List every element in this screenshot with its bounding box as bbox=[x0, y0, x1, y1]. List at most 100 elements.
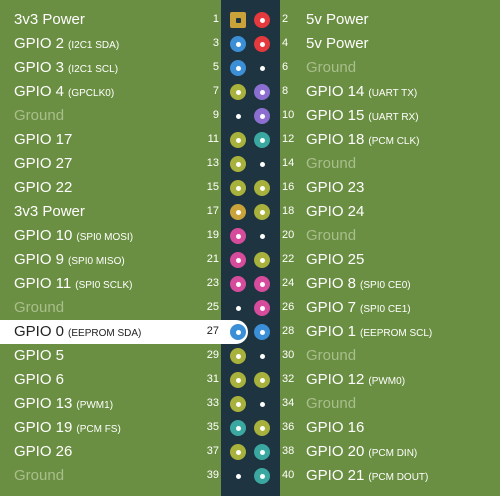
pin-3-icon[interactable] bbox=[230, 36, 246, 52]
pin-row-12[interactable]: GPIO 18 (PCM CLK) 12 bbox=[280, 128, 500, 152]
pin-row-4[interactable]: 5v Power 4 bbox=[280, 32, 500, 56]
pin-row-24[interactable]: GPIO 8 (SPI0 CE0) 24 bbox=[280, 272, 500, 296]
pin-17-icon[interactable] bbox=[230, 204, 246, 220]
pin-32-icon[interactable] bbox=[254, 372, 270, 388]
pin-row-27[interactable]: GPIO 0 (EEPROM SDA) 27 bbox=[0, 320, 248, 344]
pin-1-icon[interactable] bbox=[230, 12, 246, 28]
pin-29-icon[interactable] bbox=[230, 348, 246, 364]
pin-2-icon[interactable] bbox=[254, 12, 270, 28]
pin-name: GPIO 0 bbox=[14, 323, 65, 340]
pin-7-icon[interactable] bbox=[230, 84, 246, 100]
pin-row-1[interactable]: 3v3 Power 1 bbox=[0, 8, 221, 32]
pin-row-32[interactable]: GPIO 12 (PWM0) 32 bbox=[280, 368, 500, 392]
pin-row-39[interactable]: Ground 39 bbox=[0, 464, 221, 488]
pin-row-25[interactable]: Ground 25 bbox=[0, 296, 221, 320]
pin-10-icon[interactable] bbox=[254, 108, 270, 124]
pin-row-2[interactable]: 5v Power 2 bbox=[280, 8, 500, 32]
pin-6-icon[interactable] bbox=[254, 60, 270, 76]
pin-row-14[interactable]: Ground 14 bbox=[280, 152, 500, 176]
pin-number: 30 bbox=[282, 349, 295, 361]
pin-16-icon[interactable] bbox=[254, 180, 270, 196]
pin-row-36[interactable]: GPIO 16 36 bbox=[280, 416, 500, 440]
pin-number: 19 bbox=[206, 229, 219, 241]
pin-row-3[interactable]: GPIO 2 (I2C1 SDA) 3 bbox=[0, 32, 221, 56]
pin-row-35[interactable]: GPIO 19 (PCM FS) 35 bbox=[0, 416, 221, 440]
pin-row-30[interactable]: Ground 30 bbox=[280, 344, 500, 368]
pin-4-icon[interactable] bbox=[254, 36, 270, 52]
pin-row-20[interactable]: Ground 20 bbox=[280, 224, 500, 248]
pin-40-icon[interactable] bbox=[254, 468, 270, 484]
pin-34-icon[interactable] bbox=[254, 396, 270, 412]
pin-11-icon[interactable] bbox=[230, 132, 246, 148]
pin-name: GPIO 20 bbox=[306, 443, 365, 460]
pin-37-icon[interactable] bbox=[230, 444, 246, 460]
pin-number: 10 bbox=[282, 109, 295, 121]
pin-row-23[interactable]: GPIO 11 (SPI0 SCLK) 23 bbox=[0, 272, 221, 296]
pin-36-icon[interactable] bbox=[254, 420, 270, 436]
pin-row-16[interactable]: GPIO 23 16 bbox=[280, 176, 500, 200]
pin-label: GPIO 11 (SPI0 SCLK) bbox=[14, 275, 133, 292]
pin-row-15[interactable]: GPIO 22 15 bbox=[0, 176, 221, 200]
pin-row-26[interactable]: GPIO 7 (SPI0 CE1) 26 bbox=[280, 296, 500, 320]
pin-row-9[interactable]: Ground 9 bbox=[0, 104, 221, 128]
pin-row-11[interactable]: GPIO 17 11 bbox=[0, 128, 221, 152]
even-pins-panel bbox=[280, 0, 500, 496]
pin-39-icon[interactable] bbox=[230, 468, 246, 484]
pin-number: 1 bbox=[212, 13, 219, 25]
pin-label: GPIO 5 bbox=[14, 347, 64, 364]
pin-38-icon[interactable] bbox=[254, 444, 270, 460]
pin-5-icon[interactable] bbox=[230, 60, 246, 76]
pin-9-icon[interactable] bbox=[230, 108, 246, 124]
pin-27-icon[interactable] bbox=[230, 324, 246, 340]
pin-name: GPIO 5 bbox=[14, 347, 65, 364]
pin-row-18[interactable]: GPIO 24 18 bbox=[280, 200, 500, 224]
pin-8-icon[interactable] bbox=[254, 84, 270, 100]
pin-35-icon[interactable] bbox=[230, 420, 246, 436]
pin-row-38[interactable]: GPIO 20 (PCM DIN) 38 bbox=[280, 440, 500, 464]
pin-15-icon[interactable] bbox=[230, 180, 246, 196]
pin-function: (SPI0 CE0) bbox=[360, 280, 411, 291]
pin-18-icon[interactable] bbox=[254, 204, 270, 220]
pin-name: GPIO 12 bbox=[306, 371, 365, 388]
pin-label: Ground bbox=[14, 107, 64, 124]
pin-row-31[interactable]: GPIO 6 31 bbox=[0, 368, 221, 392]
pin-21-icon[interactable] bbox=[230, 252, 246, 268]
pin-label: Ground bbox=[306, 155, 356, 172]
pin-function: (SPI0 MOSI) bbox=[76, 232, 134, 243]
pin-13-icon[interactable] bbox=[230, 156, 246, 172]
pin-row-17[interactable]: 3v3 Power 17 bbox=[0, 200, 221, 224]
pin-row-34[interactable]: Ground 34 bbox=[280, 392, 500, 416]
pin-14-icon[interactable] bbox=[254, 156, 270, 172]
pin-number: 39 bbox=[206, 469, 219, 481]
pin-28-icon[interactable] bbox=[254, 324, 270, 340]
pin-row-29[interactable]: GPIO 5 29 bbox=[0, 344, 221, 368]
pin-25-icon[interactable] bbox=[230, 300, 246, 316]
pin-26-icon[interactable] bbox=[254, 300, 270, 316]
pin-row-13[interactable]: GPIO 27 13 bbox=[0, 152, 221, 176]
pin-12-icon[interactable] bbox=[254, 132, 270, 148]
pin-label: GPIO 24 bbox=[306, 203, 364, 220]
pin-24-icon[interactable] bbox=[254, 276, 270, 292]
pin-row-28[interactable]: GPIO 1 (EEPROM SCL) 28 bbox=[280, 320, 500, 344]
pin-row-5[interactable]: GPIO 3 (I2C1 SCL) 5 bbox=[0, 56, 221, 80]
pin-19-icon[interactable] bbox=[230, 228, 246, 244]
pin-row-8[interactable]: GPIO 14 (UART TX) 8 bbox=[280, 80, 500, 104]
pin-number: 35 bbox=[206, 421, 219, 433]
pin-row-21[interactable]: GPIO 9 (SPI0 MISO) 21 bbox=[0, 248, 221, 272]
pin-row-22[interactable]: GPIO 25 22 bbox=[280, 248, 500, 272]
pin-label: Ground bbox=[306, 59, 356, 76]
pin-31-icon[interactable] bbox=[230, 372, 246, 388]
pin-row-37[interactable]: GPIO 26 37 bbox=[0, 440, 221, 464]
pin-row-33[interactable]: GPIO 13 (PWM1) 33 bbox=[0, 392, 221, 416]
pin-row-40[interactable]: GPIO 21 (PCM DOUT) 40 bbox=[280, 464, 500, 488]
pin-33-icon[interactable] bbox=[230, 396, 246, 412]
pin-22-icon[interactable] bbox=[254, 252, 270, 268]
pin-23-icon[interactable] bbox=[230, 276, 246, 292]
pin-row-10[interactable]: GPIO 15 (UART RX) 10 bbox=[280, 104, 500, 128]
pin-row-7[interactable]: GPIO 4 (GPCLK0) 7 bbox=[0, 80, 221, 104]
pin-row-19[interactable]: GPIO 10 (SPI0 MOSI) 19 bbox=[0, 224, 221, 248]
pin-row-6[interactable]: Ground 6 bbox=[280, 56, 500, 80]
pin-30-icon[interactable] bbox=[254, 348, 270, 364]
pin-function: (PCM DIN) bbox=[368, 448, 418, 459]
pin-20-icon[interactable] bbox=[254, 228, 270, 244]
